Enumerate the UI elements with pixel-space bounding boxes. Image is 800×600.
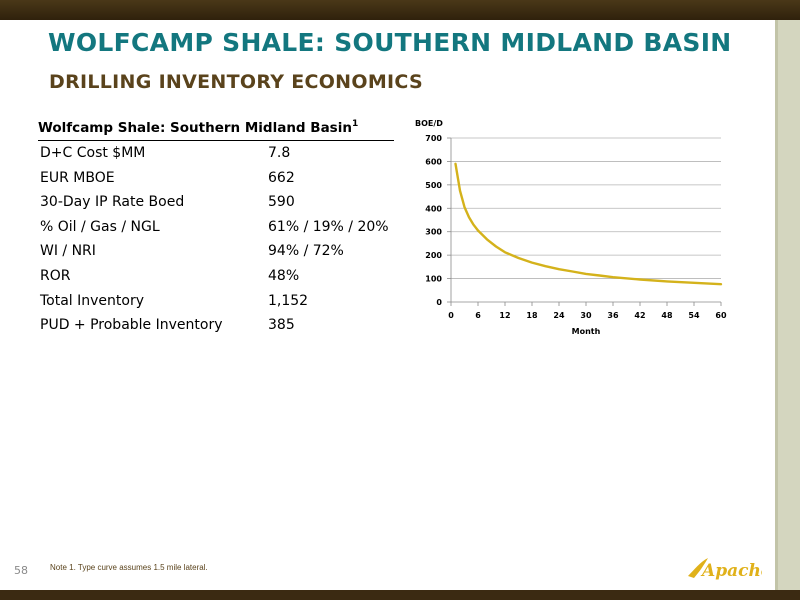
top-banner	[0, 0, 800, 20]
y-tick-label: 400	[425, 204, 442, 213]
x-tick-label: 60	[715, 311, 727, 320]
stats-table-header-text: Wolfcamp Shale: Southern Midland Basin	[38, 120, 352, 136]
y-axis-title: BOE/D	[415, 119, 443, 128]
y-tick-label: 0	[436, 298, 442, 307]
apache-logo: Apache	[688, 558, 762, 581]
row-label: ROR	[40, 267, 71, 284]
stats-table: Wolfcamp Shale: Southern Midland Basin1 …	[38, 116, 394, 338]
footnote: Note 1. Type curve assumes 1.5 mile late…	[50, 563, 208, 572]
y-tick-label: 300	[425, 228, 442, 237]
table-row: D+C Cost $MM 7.8	[38, 141, 394, 166]
right-decorative-strip	[778, 20, 800, 590]
row-value: 48%	[268, 267, 300, 284]
x-tick-label: 6	[475, 311, 481, 320]
x-tick-label: 12	[499, 311, 510, 320]
footnote-marker: 1	[351, 119, 359, 129]
row-value: 7.8	[268, 145, 291, 161]
table-row: % Oil / Gas / NGL 61% / 19% / 20%	[38, 215, 394, 240]
table-row: ROR 48%	[38, 264, 394, 289]
row-value: 94% / 72%	[268, 243, 344, 260]
x-tick-label: 0	[448, 311, 454, 320]
y-tick-label: 200	[425, 251, 442, 260]
row-label: D+C Cost $MM	[40, 145, 146, 161]
y-tick-label: 600	[425, 157, 442, 166]
x-tick-label: 36	[607, 311, 619, 320]
x-tick-label: 24	[553, 311, 565, 320]
apache-logo-feather-icon	[688, 558, 708, 578]
table-row: WI / NRI 94% / 72%	[38, 239, 394, 264]
curve-layer	[454, 162, 723, 286]
row-value: 590	[268, 194, 295, 211]
x-tick-label: 54	[688, 311, 700, 320]
row-label: WI / NRI	[40, 243, 96, 260]
row-label: Total Inventory	[40, 292, 145, 309]
row-label: 30-Day IP Rate Boed	[40, 194, 185, 211]
type-curve-line	[454, 162, 723, 286]
row-label: EUR MBOE	[40, 169, 115, 186]
row-value: 1,152	[268, 292, 309, 309]
row-value: 385	[268, 317, 295, 334]
slide-subtitle: DRILLING INVENTORY ECONOMICS	[49, 71, 423, 93]
row-value: 61% / 19% / 20%	[268, 218, 389, 235]
x-tick-label: 30	[580, 311, 592, 320]
y-tick-label: 500	[425, 181, 442, 190]
table-row: 30-Day IP Rate Boed 590	[38, 190, 394, 215]
row-label: % Oil / Gas / NGL	[40, 218, 160, 235]
y-tick-label: 100	[425, 275, 442, 284]
apache-logo-wordmark: Apache	[700, 561, 762, 581]
row-label: PUD + Probable Inventory	[40, 317, 223, 334]
table-row: EUR MBOE 662	[38, 166, 394, 191]
axis-layer: 0 100 200 300 400 500 600 700 0 6 12 18 24 30 36 42 48 54…	[425, 134, 727, 320]
slide-title: WOLFCAMP SHALE: SOUTHERN MIDLAND BASIN	[48, 28, 732, 57]
stats-table-header: Wolfcamp Shale: Southern Midland Basin1	[38, 116, 394, 141]
x-axis-title: Month	[572, 327, 601, 336]
x-tick-label: 42	[634, 311, 645, 320]
table-row: Total Inventory 1,152	[38, 289, 394, 314]
y-tick-label: 700	[425, 134, 442, 143]
x-tick-label: 18	[526, 311, 538, 320]
type-curve-chart: BOE/D 0 100 200 300 400 500 600 700 0 6 12 18 24 30 36…	[415, 119, 727, 336]
bottom-banner	[0, 590, 800, 600]
grid-layer	[451, 137, 721, 279]
right-strip-edge	[775, 20, 778, 590]
table-row: PUD + Probable Inventory 385	[38, 313, 394, 338]
top-banner-shade	[0, 0, 800, 20]
x-tick-label: 48	[661, 311, 673, 320]
page-number: 58	[14, 564, 28, 577]
row-value: 662	[268, 169, 295, 186]
